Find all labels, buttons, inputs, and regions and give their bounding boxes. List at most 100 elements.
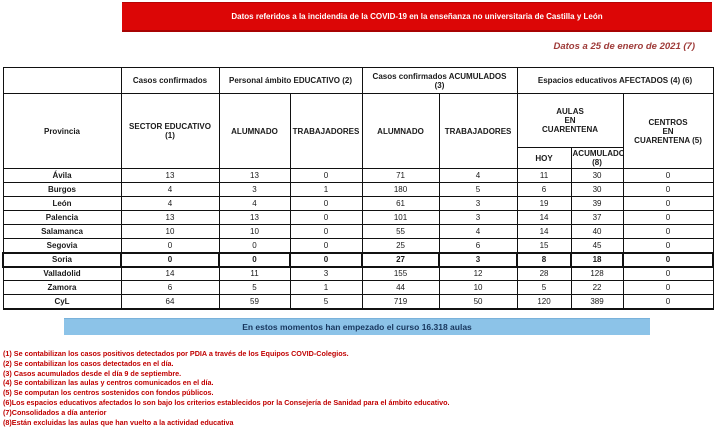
table-row: Burgos 4 3 1 180 5 6 30 0 — [2, 182, 714, 197]
value-cell: 6 — [516, 182, 572, 197]
header-centros-cuarentena: CENTROS EN CUARENTENA (5) — [622, 93, 714, 169]
header-alumnado: ALUMNADO — [218, 93, 291, 169]
group-espacios-afectados: Espacios educativos AFECTADOS (4) (6) — [516, 67, 714, 94]
title-banner-text: Datos referidos a la incidendia de la CO… — [231, 12, 603, 21]
header-alumnado-acumulado: ALUMNADO — [361, 93, 440, 169]
value-cell: 0 — [288, 251, 364, 268]
table-row: Segovia 0 0 0 25 6 15 45 0 — [2, 238, 714, 253]
value-cell: 5 — [289, 294, 363, 310]
date-note: Datos a 25 de enero de 2021 (7) — [553, 41, 695, 52]
value-cell: 14 — [516, 210, 572, 225]
value-cell: 5 — [218, 280, 291, 295]
footnote: (5) Se computan los centros sostenidos c… — [3, 388, 214, 398]
value-cell: 13 — [218, 210, 291, 225]
table-row: Ávila 13 13 0 71 4 11 30 0 — [2, 168, 714, 183]
group-personal-ambito: Personal ámbito EDUCATIVO (2) — [218, 67, 363, 94]
value-cell: 0 — [289, 196, 363, 211]
value-cell: 14 — [120, 266, 220, 281]
value-cell: 5 — [438, 182, 518, 197]
value-cell: 4 — [218, 196, 291, 211]
value-cell: 11 — [218, 266, 291, 281]
value-cell: 4 — [438, 224, 518, 239]
footnote: (1) Se contabilizan los casos positivos … — [3, 349, 349, 358]
footnote: (3) Casos acumulados desde el día 9 de s… — [3, 368, 182, 378]
value-cell: 0 — [622, 266, 714, 281]
value-cell: 15 — [516, 238, 572, 253]
corner-spacer — [2, 67, 122, 94]
value-cell: 5 — [516, 280, 572, 295]
value-cell: 40 — [570, 224, 624, 239]
header-hoy: HOY — [516, 147, 572, 169]
header-aulas-cuarentena: AULAS EN CUARENTENA — [516, 93, 624, 148]
header-trabajadores: TRABAJADORES — [289, 93, 363, 169]
value-cell: 1 — [289, 182, 363, 197]
province-cell: Valladolid — [2, 266, 122, 281]
province-cell: León — [2, 196, 122, 211]
value-cell: 13 — [120, 210, 220, 225]
value-cell: 55 — [361, 224, 440, 239]
value-cell: 3 — [218, 182, 291, 197]
value-cell: 64 — [120, 294, 220, 310]
value-cell: 13 — [120, 168, 220, 183]
value-cell: 0 — [289, 224, 363, 239]
footnote: (2) Se contabilizan los casos detectados… — [3, 358, 174, 368]
table-row-highlighted: Soria 0 0 0 27 3 8 18 0 — [2, 251, 714, 268]
value-cell: 39 — [570, 196, 624, 211]
value-cell: 0 — [289, 238, 363, 253]
footnote: (7)Consolidados a día anterior — [3, 407, 107, 417]
value-cell: 0 — [120, 251, 220, 268]
value-cell: 10 — [218, 224, 291, 239]
footnote: (8)Están excluidas las aulas que han vue… — [3, 417, 234, 427]
value-cell: 14 — [516, 224, 572, 239]
value-cell: 719 — [361, 294, 440, 310]
header-acumulado: ACUMULADO (8) — [570, 147, 624, 169]
value-cell: 4 — [120, 182, 220, 197]
value-cell: 30 — [570, 168, 624, 183]
value-cell: 25 — [361, 238, 440, 253]
province-cell: Zamora — [2, 280, 122, 295]
value-cell: 0 — [622, 168, 714, 183]
table-row: Palencia 13 13 0 101 3 14 37 0 — [2, 210, 714, 225]
value-cell: 0 — [120, 238, 220, 253]
province-cell: Ávila — [2, 168, 122, 183]
value-cell: 3 — [289, 266, 363, 281]
value-cell: 101 — [361, 210, 440, 225]
value-cell: 8 — [516, 251, 573, 268]
value-cell: 44 — [361, 280, 440, 295]
table-row: Valladolid 14 11 3 155 12 28 128 0 — [2, 266, 714, 281]
value-cell: 0 — [218, 251, 291, 268]
value-cell: 28 — [516, 266, 572, 281]
value-cell: 59 — [218, 294, 291, 310]
value-cell: 45 — [570, 238, 624, 253]
status-banner: En estos momentos han empezado el curso … — [64, 318, 650, 335]
value-cell: 6 — [120, 280, 220, 295]
value-cell: 12 — [438, 266, 518, 281]
province-cell: Burgos — [2, 182, 122, 197]
value-cell: 10 — [120, 224, 220, 239]
status-banner-text: En estos momentos han empezado el curso … — [242, 322, 472, 332]
province-cell: Salamanca — [2, 224, 122, 239]
group-casos-confirmados: Casos confirmados — [120, 67, 220, 94]
covid-data-table: Casos confirmados Personal ámbito EDUCAT… — [2, 67, 714, 310]
value-cell: 37 — [570, 210, 624, 225]
value-cell: 3 — [438, 251, 519, 268]
header-trabajadores-acumulado: TRABAJADORES — [438, 93, 518, 169]
column-header-row: Provincia SECTOR EDUCATIVO (1) ALUMNADO … — [2, 93, 714, 169]
value-cell: 0 — [622, 280, 714, 295]
value-cell: 61 — [361, 196, 440, 211]
value-cell: 3 — [438, 210, 518, 225]
value-cell: 10 — [438, 280, 518, 295]
value-cell: 180 — [361, 182, 440, 197]
value-cell: 6 — [438, 238, 518, 253]
value-cell: 0 — [289, 168, 363, 183]
table-row-total: CyL 64 59 5 719 50 120 389 0 — [2, 294, 714, 310]
value-cell: 18 — [570, 251, 625, 268]
value-cell: 389 — [570, 294, 624, 310]
value-cell: 13 — [218, 168, 291, 183]
province-cell: Palencia — [2, 210, 122, 225]
value-cell: 0 — [622, 224, 714, 239]
value-cell: 0 — [289, 210, 363, 225]
value-cell: 4 — [438, 168, 518, 183]
table-row: Salamanca 10 10 0 55 4 14 40 0 — [2, 224, 714, 239]
value-cell: 0 — [622, 251, 714, 268]
